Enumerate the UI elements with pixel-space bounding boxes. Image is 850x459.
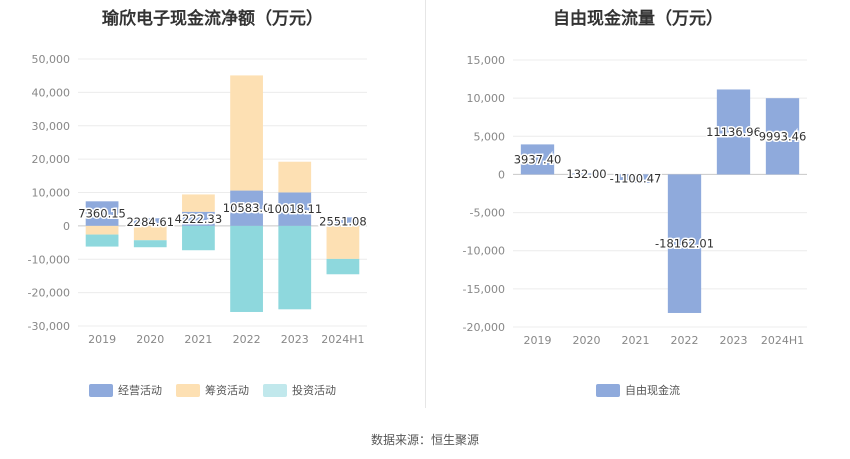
y-tick-label: 50,000 <box>32 53 71 66</box>
x-tick-label: 2019 <box>88 333 116 346</box>
data-label: 2551.08 <box>319 215 367 229</box>
y-tick-label: -15,000 <box>463 283 505 296</box>
legend-swatch-investing <box>263 383 287 397</box>
y-tick-label: -20,000 <box>463 321 505 334</box>
chart-divider <box>425 0 426 408</box>
bar <box>182 194 215 212</box>
bar <box>569 173 604 175</box>
y-tick-label: -5,000 <box>470 207 505 220</box>
legend-label-operating: 经营活动 <box>118 384 162 397</box>
data-label: 3937.40 <box>514 152 562 166</box>
bar <box>85 225 119 235</box>
data-label: 10018.11 <box>267 202 322 216</box>
x-tick-label: 2024H1 <box>321 333 364 346</box>
bar <box>133 240 167 248</box>
legend-swatch-free-cashflow <box>596 383 620 397</box>
legend-swatch-financing <box>176 383 200 397</box>
legend-swatch-operating <box>89 383 113 397</box>
legend-item-operating[interactable]: 经营活动 <box>89 382 162 398</box>
bar <box>85 201 119 226</box>
bar <box>326 225 360 259</box>
data-label: 2284.61 <box>126 215 174 229</box>
x-tick-label: 2020 <box>573 334 601 347</box>
y-tick-label: 40,000 <box>32 86 71 99</box>
y-tick-label: -10,000 <box>463 245 505 258</box>
data-label: 9993.46 <box>759 129 807 143</box>
right-chart-title: 自由现金流量（万元） <box>553 9 723 29</box>
y-tick-label: 0 <box>498 168 505 181</box>
y-tick-label: -20,000 <box>28 287 70 300</box>
y-tick-label: -30,000 <box>28 320 70 333</box>
bar <box>230 75 263 191</box>
bar <box>765 98 800 175</box>
x-tick-label: 2022 <box>233 333 261 346</box>
bar <box>182 211 215 226</box>
data-label: -1100.47 <box>610 172 662 186</box>
x-tick-label: 2023 <box>281 333 309 346</box>
left-chart-title: 瑜欣电子现金流净额（万元） <box>102 9 323 29</box>
x-tick-label: 2024H1 <box>761 334 804 347</box>
x-tick-label: 2019 <box>524 334 552 347</box>
y-tick-label: 10,000 <box>32 187 71 200</box>
legend-item-free-cashflow[interactable]: 自由现金流 <box>596 382 680 398</box>
x-tick-label: 2021 <box>622 334 650 347</box>
bar <box>182 225 215 251</box>
bar <box>278 225 312 310</box>
y-tick-label: 0 <box>63 220 70 233</box>
y-tick-label: 5,000 <box>474 130 506 143</box>
x-tick-label: 2021 <box>184 333 212 346</box>
bar <box>133 218 167 226</box>
x-tick-label: 2020 <box>136 333 164 346</box>
bar <box>278 161 312 193</box>
bar <box>133 225 167 241</box>
data-label: 11136.96 <box>706 125 761 139</box>
right-chart-plot: 15,000 10,000 5,000 0 -5,000 -10,000 -15,000 -2… <box>463 54 808 347</box>
legend-label-financing: 筹资活动 <box>205 384 249 397</box>
data-source-note: 数据来源：恒生聚源 <box>370 433 479 447</box>
y-tick-label: 15,000 <box>467 54 506 67</box>
bar <box>326 217 360 226</box>
bar <box>326 258 360 275</box>
legend-item-investing[interactable]: 投资活动 <box>263 382 336 398</box>
y-tick-label: -10,000 <box>28 253 70 266</box>
data-label: 7360.15 <box>78 207 126 221</box>
x-tick-label: 2022 <box>671 334 699 347</box>
legend-label-investing: 投资活动 <box>292 384 336 397</box>
legend-label-free-cashflow: 自由现金流 <box>625 384 680 397</box>
x-tick-label: 2023 <box>720 334 748 347</box>
y-tick-label: 30,000 <box>32 120 71 133</box>
left-chart-plot: 50,000 40,000 30,000 20,000 10,000 0 -10,000 -2… <box>28 53 369 346</box>
data-label: 132.00 <box>566 167 606 181</box>
right-chart-legend: 自由现金流 <box>426 382 850 398</box>
legend-item-financing[interactable]: 筹资活动 <box>176 382 249 398</box>
free-cashflow-chart: 自由现金流量（万元） 15,000 10,000 5,000 0 -5,000 -10,0… <box>426 0 850 420</box>
bar <box>667 174 702 313</box>
bar <box>85 234 119 247</box>
bar <box>230 225 263 312</box>
bar <box>278 192 312 226</box>
data-label: 10583.0 <box>223 201 271 215</box>
left-chart-legend: 经营活动 筹资活动 投资活动 <box>0 382 425 398</box>
bar <box>520 144 555 175</box>
data-label: -18162.01 <box>655 237 714 251</box>
y-tick-label: 10,000 <box>467 92 506 105</box>
bar <box>716 89 751 175</box>
cashflow-net-chart: 瑜欣电子现金流净额（万元） 50,000 40,000 30,000 20,000 10… <box>0 0 425 420</box>
bar <box>618 174 653 183</box>
bar <box>230 190 263 226</box>
data-label: 4222.33 <box>175 212 223 226</box>
y-tick-label: 20,000 <box>32 153 71 166</box>
